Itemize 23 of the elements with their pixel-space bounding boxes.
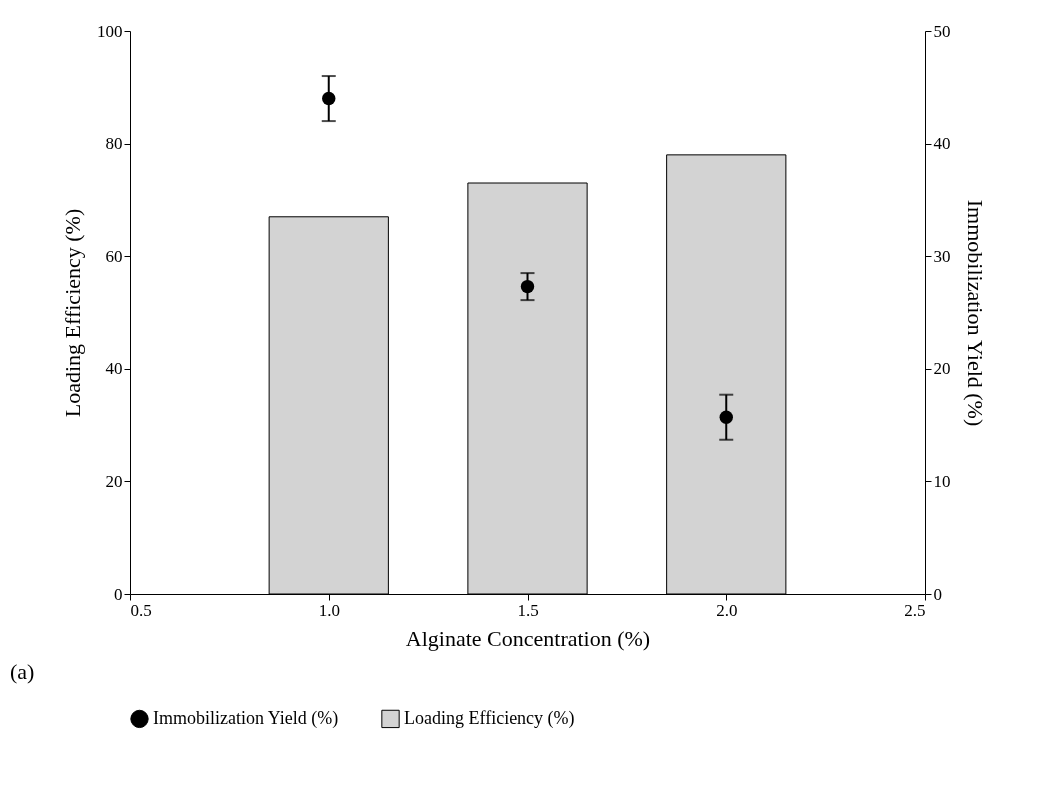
y2-tick-label: 10: [933, 471, 951, 491]
y2-tick-label: 40: [933, 134, 951, 154]
y2-tick-label: 30: [933, 246, 951, 266]
y-tick-label: 60: [105, 246, 123, 266]
x-axis-title: Alginate Concentration (%): [405, 625, 651, 651]
y-tick-label: 20: [105, 471, 123, 491]
y2-axis-title: Immobilization Yield (%): [962, 199, 988, 427]
x-tick-label: 2.5: [904, 600, 926, 620]
y2-tick-label: 50: [933, 21, 951, 41]
legend-label: Loading Efficiency (%): [404, 707, 575, 729]
x-tick-label: 0.5: [130, 600, 152, 620]
x-tick-label: 1.5: [517, 600, 539, 620]
y-tick-label: 40: [105, 359, 123, 379]
legend-label: Immobilization Yield (%): [153, 707, 339, 729]
y-tick-label: 0: [114, 584, 123, 604]
x-tick-label: 2.0: [716, 600, 738, 620]
y-tick-label: 80: [105, 134, 123, 154]
text: (a): [10, 659, 35, 684]
y2-tick-label: 20: [933, 359, 951, 379]
y-tick-label: 100: [97, 21, 123, 41]
y2-tick-label: 0: [933, 584, 942, 604]
x-tick-label: 1.0: [318, 600, 340, 620]
y-axis-title: Loading Efficiency (%): [60, 208, 85, 418]
